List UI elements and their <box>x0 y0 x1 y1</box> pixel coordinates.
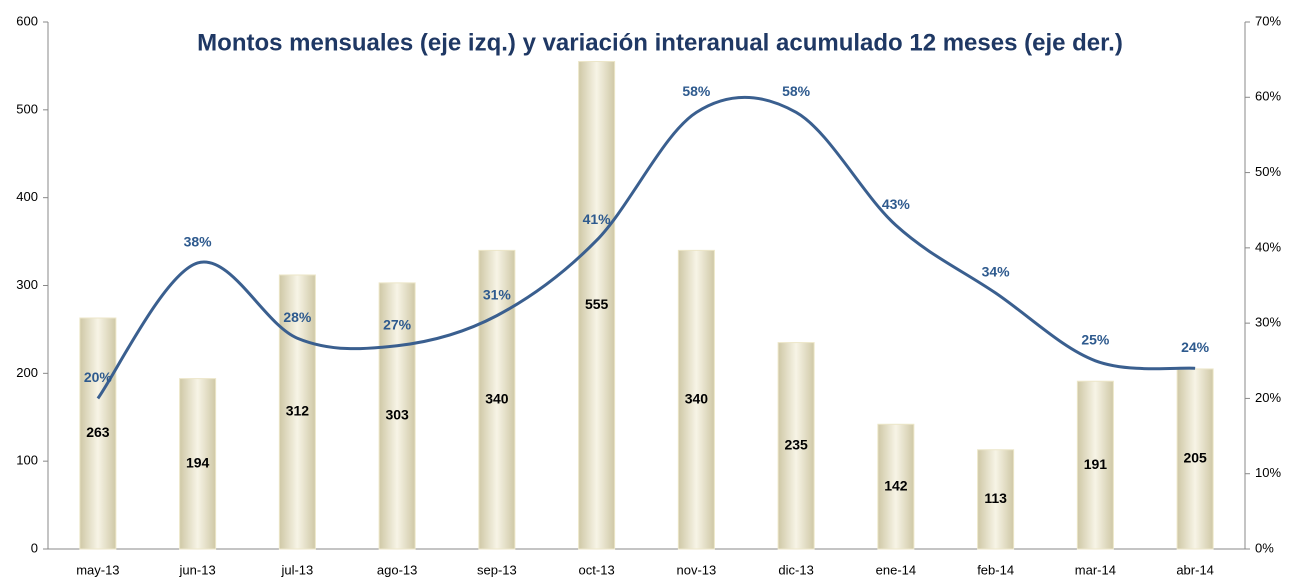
bar-value-label: 340 <box>685 390 709 406</box>
bar <box>278 274 316 550</box>
line-value-label: 34% <box>982 264 1011 280</box>
x-tick-label: feb-14 <box>977 562 1014 577</box>
line-value-label: 31% <box>483 286 512 302</box>
bar-value-label: 235 <box>784 436 808 452</box>
bar-value-label: 263 <box>86 424 110 440</box>
line-value-label: 27% <box>383 316 412 332</box>
y2-tick-label: 10% <box>1255 465 1281 480</box>
bar-value-label: 205 <box>1183 450 1207 466</box>
bar-value-label: 303 <box>385 407 409 423</box>
bar <box>578 61 616 550</box>
bar-value-label: 113 <box>984 490 1007 506</box>
bar-value-label: 555 <box>585 296 609 312</box>
y2-tick-label: 60% <box>1255 89 1281 104</box>
bar <box>79 317 117 550</box>
bar <box>478 249 516 550</box>
x-tick-label: sep-13 <box>477 562 517 577</box>
y-tick-label: 300 <box>16 277 38 292</box>
bar-value-label: 191 <box>1084 456 1108 472</box>
bar <box>1076 380 1114 550</box>
x-tick-label: mar-14 <box>1075 562 1116 577</box>
line <box>96 95 1196 400</box>
y2-tick-label: 30% <box>1255 315 1281 330</box>
bar <box>179 378 217 550</box>
bar <box>378 282 416 550</box>
y2-tick-label: 70% <box>1255 13 1281 28</box>
x-tick-label: jul-13 <box>280 562 313 577</box>
bar <box>677 249 715 550</box>
bar-value-label: 340 <box>485 390 509 406</box>
y2-tick-label: 50% <box>1255 164 1281 179</box>
y-tick-label: 500 <box>16 101 38 116</box>
x-tick-label: abr-14 <box>1176 562 1214 577</box>
x-tick-label: oct-13 <box>579 562 615 577</box>
bar <box>1176 368 1214 550</box>
x-tick-label: jun-13 <box>179 562 216 577</box>
line-value-label: 43% <box>882 196 911 212</box>
x-tick-label: ago-13 <box>377 562 417 577</box>
bar <box>977 449 1015 550</box>
bar-value-label: 194 <box>186 455 210 471</box>
bar <box>877 423 915 550</box>
line-value-label: 41% <box>583 211 612 227</box>
line-value-label: 58% <box>682 83 711 99</box>
x-tick-label: dic-13 <box>778 562 813 577</box>
y2-tick-label: 20% <box>1255 390 1281 405</box>
line-value-label: 24% <box>1181 339 1210 355</box>
y2-tick-label: 0% <box>1255 540 1274 555</box>
y-tick-label: 600 <box>16 13 38 28</box>
chart-title: Montos mensuales (eje izq.) y variación … <box>197 29 1123 56</box>
line-value-label: 25% <box>1081 331 1110 347</box>
y-tick-label: 200 <box>16 365 38 380</box>
line-value-label: 20% <box>84 369 113 385</box>
line-value-label: 58% <box>782 83 811 99</box>
y-tick-label: 400 <box>16 189 38 204</box>
line-value-label: 38% <box>184 234 213 250</box>
y2-tick-label: 40% <box>1255 239 1281 254</box>
bar-value-label: 312 <box>286 403 310 419</box>
y-tick-label: 100 <box>16 453 38 468</box>
line-value-label: 28% <box>283 309 312 325</box>
bar <box>777 342 815 550</box>
x-tick-label: nov-13 <box>677 562 717 577</box>
x-tick-label: ene-14 <box>876 562 916 577</box>
x-tick-label: may-13 <box>76 562 119 577</box>
bar-value-label: 142 <box>884 477 908 493</box>
y-tick-label: 0 <box>31 540 38 555</box>
